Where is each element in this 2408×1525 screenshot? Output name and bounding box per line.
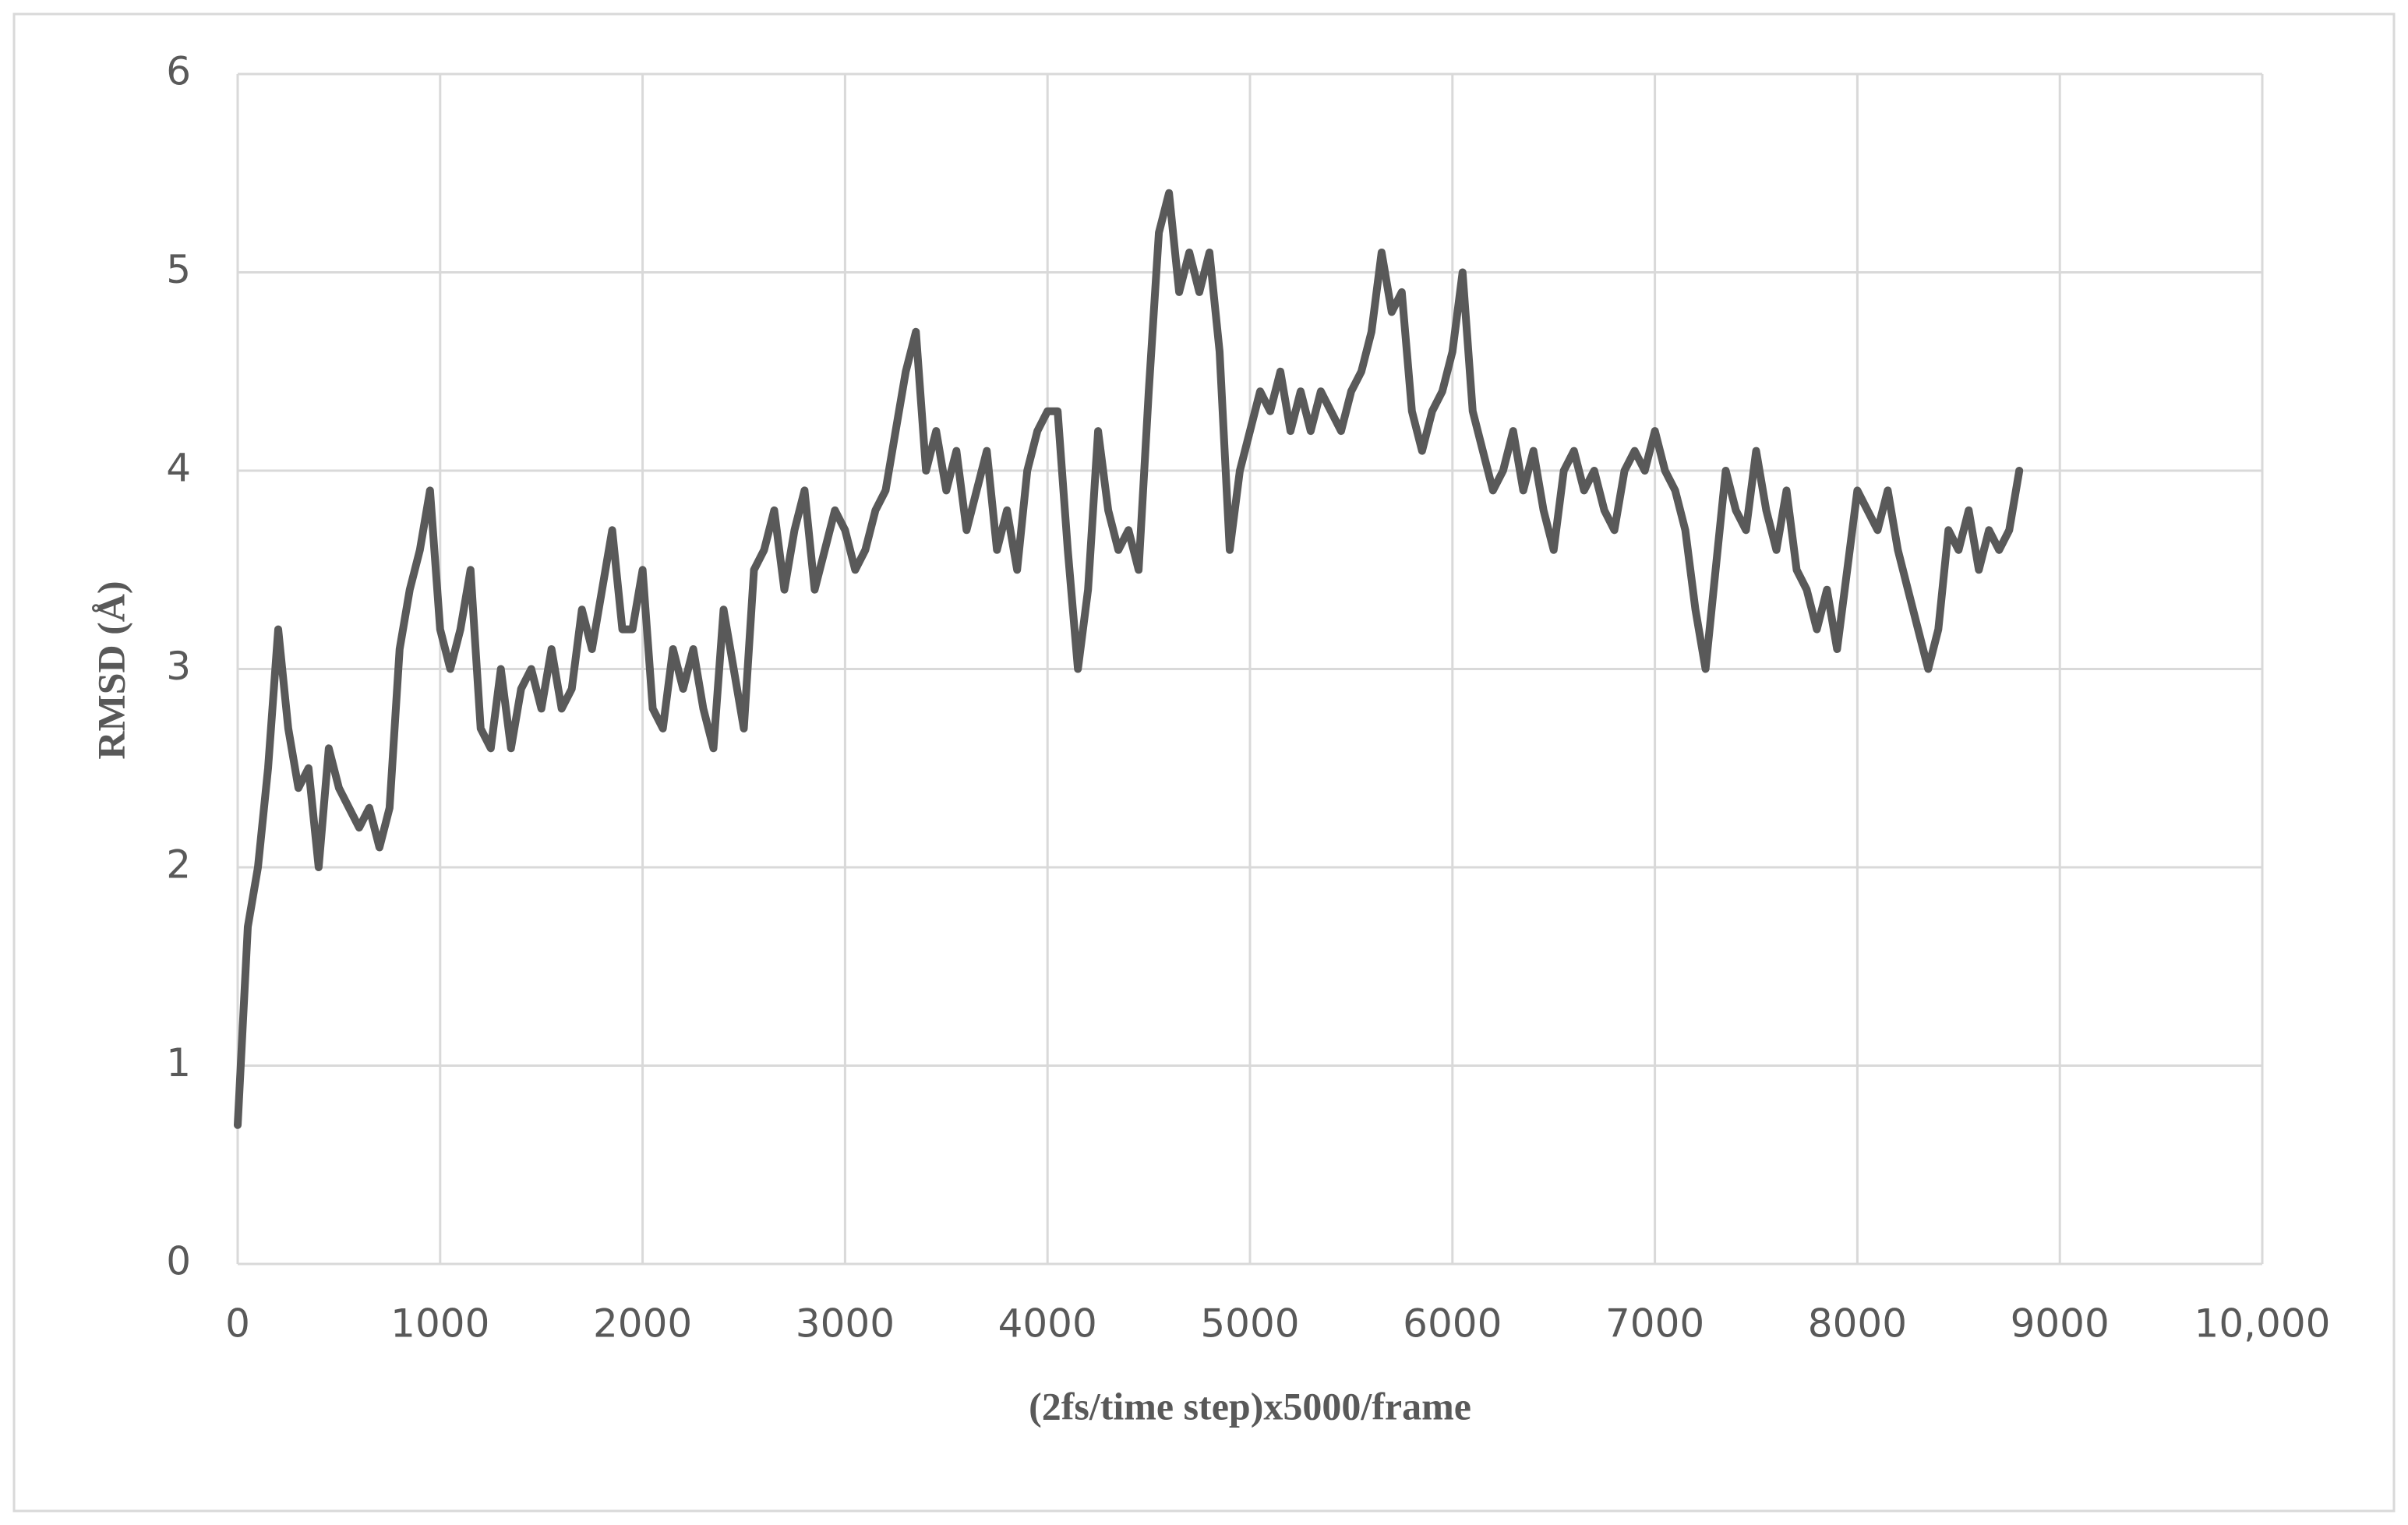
y-tick-label: 0 (166, 1239, 191, 1284)
y-tick-label: 1 (166, 1040, 191, 1086)
data-line (234, 189, 2024, 1129)
x-tick-label: 3000 (796, 1301, 895, 1347)
y-tick-label: 4 (166, 446, 191, 491)
chart-frame (12, 12, 2396, 1513)
x-tick-label: 8000 (1808, 1301, 1907, 1347)
x-axis-title: (2fs/time step)x5000/frame (1029, 1384, 1471, 1428)
x-tick-label: 2000 (593, 1301, 692, 1347)
y-tick-label: 2 (166, 842, 191, 888)
y-tick-label: 6 (166, 49, 191, 94)
x-tick-label: 0 (225, 1301, 250, 1347)
y-axis-title: RMSD (Å) (89, 581, 132, 759)
x-tick-label: 1000 (390, 1301, 489, 1347)
y-tick-label: 5 (166, 247, 191, 292)
x-tick-label: 6000 (1403, 1301, 1502, 1347)
x-tick-label: 9000 (2011, 1301, 2110, 1347)
x-tick-label: 4000 (998, 1301, 1097, 1347)
x-tick-label: 10,000 (2194, 1301, 2331, 1347)
y-tick-label: 3 (166, 644, 191, 689)
x-tick-label: 7000 (1605, 1301, 1704, 1347)
x-tick-label: 5000 (1200, 1301, 1299, 1347)
